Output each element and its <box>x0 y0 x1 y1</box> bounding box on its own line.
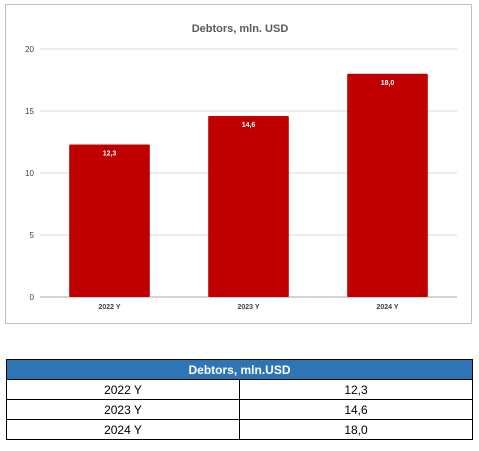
table-header: Debtors, mln.USD <box>6 359 473 380</box>
bar-value-label: 12,3 <box>103 150 117 157</box>
y-tick-label: 10 <box>25 169 34 178</box>
bar-3 <box>347 73 428 297</box>
bar-value-label: 14,6 <box>242 122 256 129</box>
y-tick-label: 0 <box>30 293 35 302</box>
table-header-row: Debtors, mln.USD <box>6 359 473 380</box>
x-category-label: 2023 Y <box>237 304 259 311</box>
table-cell-value: 18,0 <box>239 419 473 440</box>
table-cell-year: 2023 Y <box>6 399 240 420</box>
x-category-label: 2022 Y <box>98 304 120 311</box>
bar-1 <box>69 144 150 297</box>
y-axis-ticks: 0 5 10 15 20 <box>25 45 34 302</box>
table-cell-year: 2024 Y <box>6 419 240 440</box>
x-axis-categories: 2022 Y 2023 Y 2024 Y <box>98 304 398 311</box>
table-cell-year: 2022 Y <box>6 379 240 400</box>
table-cell-value: 14,6 <box>239 399 473 420</box>
bar-2 <box>208 115 289 298</box>
y-tick-label: 5 <box>30 231 35 240</box>
table-row: 2022 Y 12,3 <box>6 379 473 400</box>
table-row: 2023 Y 14,6 <box>6 399 473 420</box>
debtors-table: Debtors, mln.USD 2022 Y 12,3 2023 Y 14,6… <box>6 359 473 440</box>
y-tick-label: 15 <box>25 107 34 116</box>
y-tick-label: 20 <box>25 45 34 54</box>
x-category-label: 2024 Y <box>376 304 398 311</box>
chart-title: Debtors, mln. USD <box>192 23 289 35</box>
table-row: 2024 Y 18,0 <box>6 419 473 440</box>
bars: 12,3 14,6 18,0 <box>69 73 428 298</box>
chart-area: Debtors, mln. USD 0 5 10 15 20 12,3 14,6 18,0 … <box>5 4 472 324</box>
table-cell-value: 12,3 <box>239 379 473 400</box>
bar-value-label: 18,0 <box>381 80 395 87</box>
